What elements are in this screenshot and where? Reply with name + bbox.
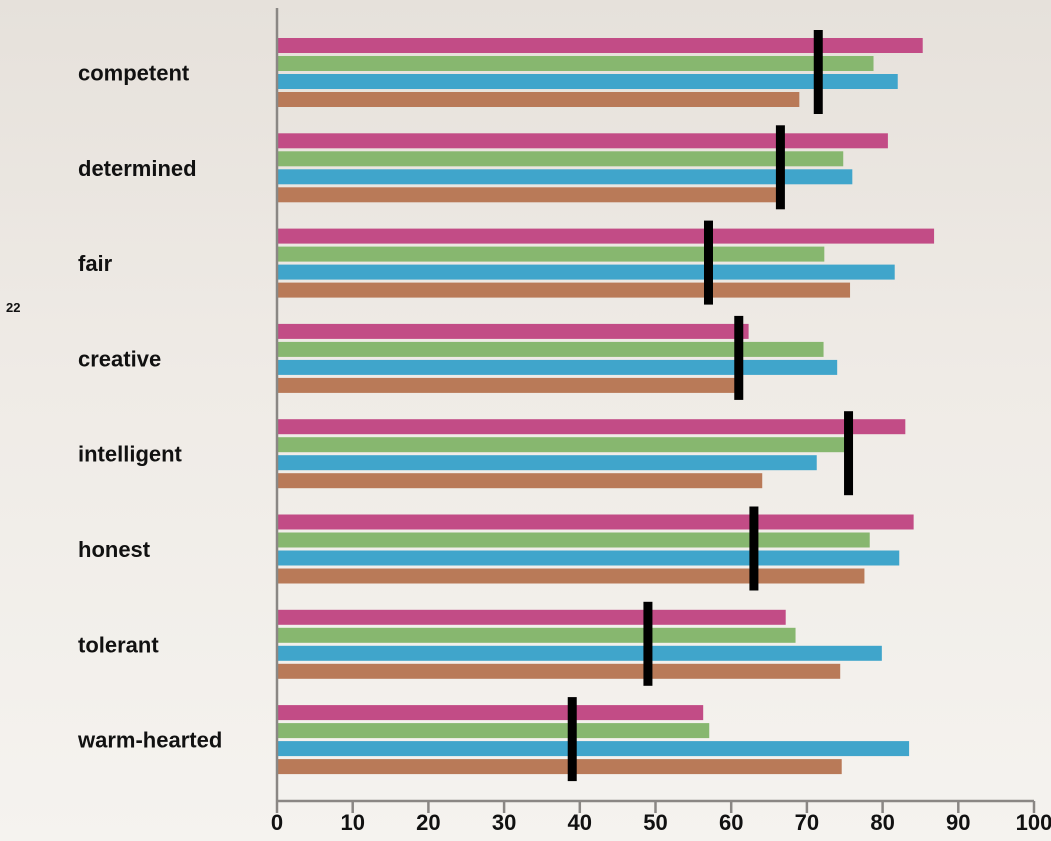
x-tick-label-60: 60 bbox=[719, 810, 743, 835]
bar-warm-hearted-series-1 bbox=[278, 705, 704, 721]
marker-intelligent bbox=[844, 411, 854, 496]
x-tick-label-70: 70 bbox=[795, 810, 819, 835]
x-ticks-group: 0 10 20 30 40 50 60 70 80 90 100 bbox=[271, 801, 1051, 835]
bar-determined-series-2 bbox=[278, 151, 844, 167]
bar-determined-series-4 bbox=[278, 187, 777, 203]
bar-competent-series-1 bbox=[278, 38, 923, 53]
bar-creative-series-4 bbox=[278, 377, 735, 393]
category-label-competent: competent bbox=[78, 61, 190, 86]
bar-creative-series-3 bbox=[278, 359, 838, 375]
bar-fair-series-2 bbox=[278, 246, 825, 262]
bar-tolerant-series-3 bbox=[278, 645, 882, 661]
bar-intelligent-series-2 bbox=[278, 437, 846, 453]
bar-tolerant-series-1 bbox=[278, 609, 786, 625]
x-tick-label-10: 10 bbox=[340, 810, 364, 835]
bar-tolerant-series-4 bbox=[278, 663, 841, 679]
bar-competent-series-4 bbox=[278, 92, 800, 107]
marker-fair bbox=[703, 220, 713, 305]
marker-tolerant bbox=[643, 601, 653, 686]
bar-intelligent-series-4 bbox=[278, 473, 763, 489]
bar-honest-series-4 bbox=[278, 568, 865, 584]
bars-group bbox=[278, 38, 935, 775]
category-label-creative: creative bbox=[78, 346, 161, 371]
bar-competent-series-3 bbox=[278, 74, 898, 89]
bar-fair-series-4 bbox=[278, 282, 851, 298]
category-labels-group: competent determined fair creative intellige… bbox=[77, 61, 222, 753]
page-number: 22 bbox=[6, 300, 21, 315]
bar-honest-series-3 bbox=[278, 550, 900, 566]
marker-warm-hearted bbox=[567, 697, 577, 782]
bar-warm-hearted-series-4 bbox=[278, 759, 842, 775]
category-label-warm-hearted: warm-hearted bbox=[77, 728, 222, 753]
marker-creative bbox=[734, 315, 744, 400]
bar-fair-series-1 bbox=[278, 228, 935, 244]
bar-fair-series-3 bbox=[278, 264, 895, 280]
marker-honest bbox=[749, 506, 759, 591]
bar-creative-series-2 bbox=[278, 341, 824, 357]
bar-tolerant-series-2 bbox=[278, 627, 796, 643]
bar-intelligent-series-3 bbox=[278, 455, 817, 471]
marker-competent bbox=[813, 30, 823, 114]
x-tick-label-0: 0 bbox=[271, 810, 283, 835]
x-tick-label-50: 50 bbox=[643, 810, 667, 835]
bar-creative-series-1 bbox=[278, 323, 749, 339]
category-label-tolerant: tolerant bbox=[78, 632, 159, 657]
bar-honest-series-2 bbox=[278, 532, 870, 548]
bar-competent-series-2 bbox=[278, 56, 874, 71]
category-label-honest: honest bbox=[78, 537, 151, 562]
bar-warm-hearted-series-2 bbox=[278, 723, 710, 739]
x-tick-label-100: 100 bbox=[1016, 810, 1051, 835]
bar-intelligent-series-1 bbox=[278, 419, 906, 435]
category-label-determined: determined bbox=[78, 156, 197, 181]
x-tick-label-80: 80 bbox=[870, 810, 894, 835]
x-tick-label-90: 90 bbox=[946, 810, 970, 835]
bar-warm-hearted-series-3 bbox=[278, 741, 910, 757]
category-label-fair: fair bbox=[78, 251, 113, 276]
x-tick-label-30: 30 bbox=[492, 810, 516, 835]
markers-group bbox=[567, 30, 854, 782]
bar-honest-series-1 bbox=[278, 514, 914, 530]
category-label-intelligent: intelligent bbox=[78, 442, 183, 467]
x-tick-label-20: 20 bbox=[416, 810, 440, 835]
x-tick-label-40: 40 bbox=[568, 810, 592, 835]
axes-group bbox=[275, 8, 1034, 803]
marker-determined bbox=[775, 125, 785, 210]
bar-determined-series-3 bbox=[278, 169, 853, 185]
bar-determined-series-1 bbox=[278, 133, 888, 149]
